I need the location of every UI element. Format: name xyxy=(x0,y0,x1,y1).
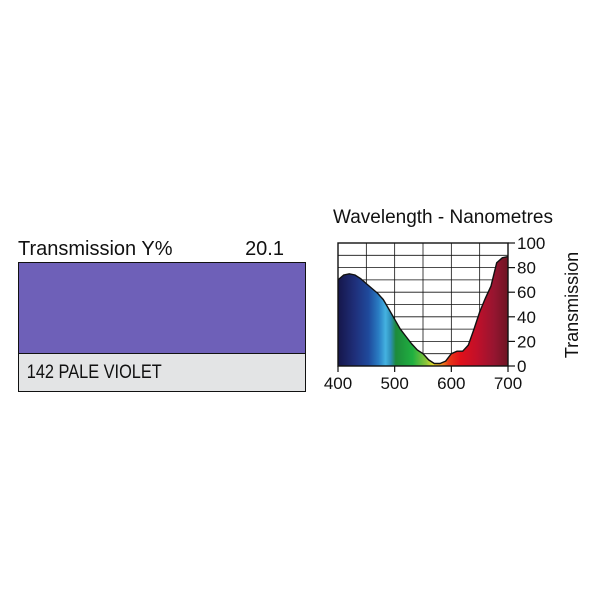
y-tick-label: 60 xyxy=(517,283,536,302)
swatch-box: 142 PALE VIOLET xyxy=(18,262,306,392)
transmission-curve xyxy=(337,255,509,365)
y-tick-label: 100 xyxy=(517,234,545,253)
y-tick-label: 80 xyxy=(517,259,536,278)
filter-name-bar: 142 PALE VIOLET xyxy=(19,354,305,391)
y-tick-label: 0 xyxy=(517,357,526,376)
x-tick-label: 500 xyxy=(380,374,408,393)
filter-name: 142 PALE VIOLET xyxy=(26,362,162,383)
filter-swatch-panel: Transmission Y% 20.1 142 PALE VIOLET xyxy=(18,236,306,392)
transmission-value: 20.1 xyxy=(245,238,284,260)
y-axis-label: Transmission xyxy=(562,252,582,358)
y-axis: 0 20 40 60 80 100 xyxy=(508,234,545,376)
y-tick-label: 20 xyxy=(517,332,536,351)
transmission-area xyxy=(338,256,508,366)
chart-title: Wavelength - Nanometres xyxy=(333,207,553,228)
x-tick-label: 400 xyxy=(324,374,352,393)
x-tick-label: 600 xyxy=(437,374,465,393)
y-tick-label: 40 xyxy=(517,308,536,327)
transmission-label: Transmission Y% xyxy=(18,238,173,260)
x-axis: 400 500 600 700 xyxy=(324,366,522,393)
x-tick-label: 700 xyxy=(494,374,522,393)
color-swatch xyxy=(19,263,305,354)
plot-frame xyxy=(337,242,509,367)
